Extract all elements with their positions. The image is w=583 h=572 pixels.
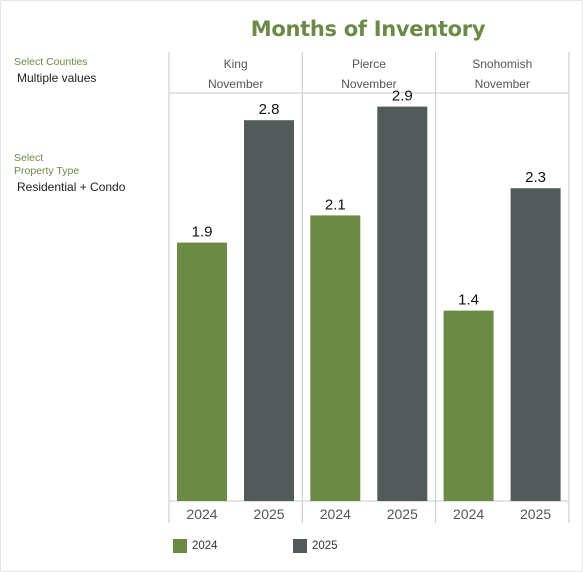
data-label-pierce-2025: 2.9 xyxy=(392,88,413,105)
bar-snohomish-2025 xyxy=(510,188,561,501)
panel-county-pierce: Pierce xyxy=(352,57,386,71)
data-label-king-2024: 1.9 xyxy=(192,224,213,241)
x-tick-label: 2024 xyxy=(320,506,351,522)
bar-pierce-2025 xyxy=(377,106,428,501)
legend-label-2024: 2024 xyxy=(192,540,218,552)
legend-item-2025[interactable]: 2025 xyxy=(293,539,338,553)
data-label-snohomish-2024: 1.4 xyxy=(458,292,479,309)
panel-month-pierce: November xyxy=(341,77,396,91)
panel-month-snohomish: November xyxy=(475,77,530,91)
legend-item-2024[interactable]: 2024 xyxy=(173,539,218,553)
x-tick-label: 2025 xyxy=(387,506,418,522)
bar-snohomish-2024 xyxy=(443,310,494,501)
panel-month-king: November xyxy=(208,77,263,91)
x-tick-label: 2025 xyxy=(253,506,284,522)
property-type-filter-value[interactable]: Residential + Condo xyxy=(17,180,126,194)
legend-label-2025: 2025 xyxy=(312,540,338,552)
counties-filter-label: Select Counties xyxy=(14,56,88,68)
panel-county-snohomish: Snohomish xyxy=(472,57,532,71)
x-tick-label: 2024 xyxy=(186,506,217,522)
data-label-snohomish-2025: 2.3 xyxy=(525,169,546,186)
data-label-pierce-2024: 2.1 xyxy=(325,196,346,213)
legend-swatch-2025 xyxy=(293,539,307,553)
data-label-king-2025: 2.8 xyxy=(259,101,280,118)
counties-filter-value[interactable]: Multiple values xyxy=(17,71,97,85)
x-tick-label: 2024 xyxy=(453,506,484,522)
bar-king-2024 xyxy=(177,242,227,501)
bar-pierce-2024 xyxy=(310,215,361,501)
legend-swatch-2024 xyxy=(173,539,187,553)
panel-county-king: King xyxy=(224,57,248,71)
chart-title: Months of Inventory xyxy=(250,17,486,41)
property-type-filter-label: Select Property Type xyxy=(14,152,80,177)
x-tick-label: 2025 xyxy=(520,506,551,522)
bar-king-2025 xyxy=(244,120,294,501)
